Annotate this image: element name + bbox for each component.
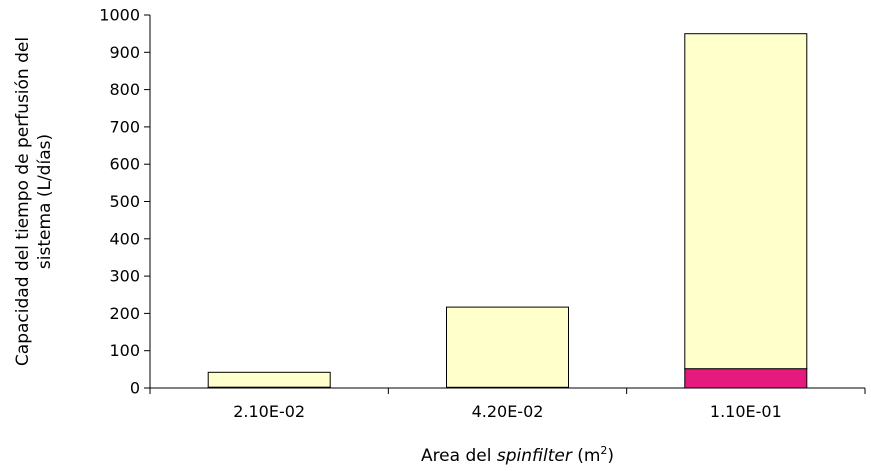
y-tick-label-300: 300 (109, 267, 140, 286)
y-tick-label-500: 500 (109, 192, 140, 211)
y-tick-label-700: 700 (109, 117, 140, 136)
y-tick-label-400: 400 (109, 229, 140, 248)
x-tick-label-3: 1.10E-01 (710, 402, 782, 421)
plot-area: 0 100 200 300 400 500 600 700 800 900 1000 2.10E-02… (99, 6, 866, 421)
y-tick-label-600: 600 (109, 155, 140, 174)
bar-segment-2-3 (684, 33, 808, 370)
x-axis-title-prefix: Area del (421, 446, 497, 466)
bar-segment-1-3 (684, 368, 808, 389)
x-tick-label-2: 4.20E-02 (472, 402, 544, 421)
y-axis-title-line-2: sistema (L/días) (35, 134, 55, 269)
y-tick-label-900: 900 (109, 43, 140, 62)
bar-segment-2-2 (446, 306, 569, 388)
y-tick-label-200: 200 (109, 304, 140, 323)
y-axis-title-line-1: Capacidad del tiempo de perfusión del (13, 37, 33, 366)
y-tick-label-0: 0 (130, 379, 140, 398)
x-axis-title-unit-open: (m (572, 446, 601, 466)
y-tick-label-800: 800 (109, 80, 140, 99)
x-axis-title-unit-close: ) (607, 446, 614, 466)
y-tick-label-100: 100 (109, 341, 140, 360)
y-axis-title: Capacidad del tiempo de perfusión del si… (13, 37, 55, 366)
y-tick-label-1000: 1000 (99, 6, 140, 25)
x-axis-title-italic: spinfilter (497, 446, 573, 466)
bar-segment-2-1 (207, 371, 331, 388)
x-axis-title-unit-superscript: 2 (600, 444, 607, 457)
x-tick-label-1: 2.10E-02 (233, 402, 305, 421)
x-axis-title: Area del spinfilter (m2) (421, 444, 614, 466)
